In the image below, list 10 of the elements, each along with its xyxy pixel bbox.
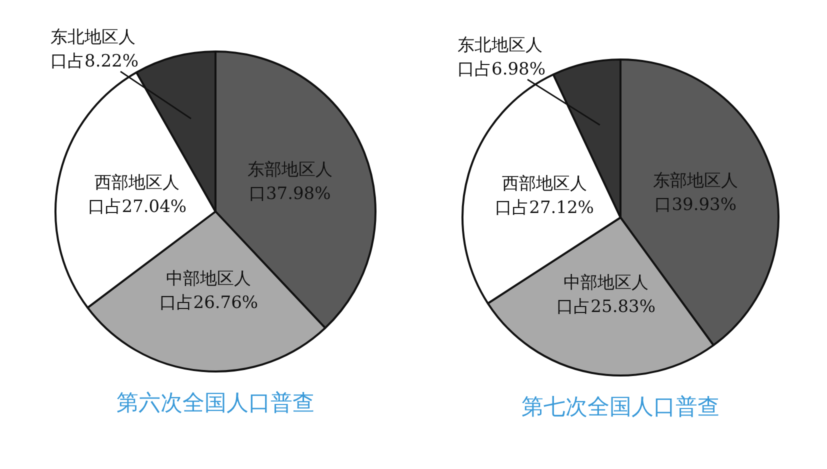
text: 第六次全国人口普查	[116, 391, 314, 416]
text: 第七次全国人口普查	[522, 395, 720, 420]
slice-label: 东北地区人口占6.98%	[458, 36, 546, 80]
slice-label: 东部地区人口37.98%	[247, 160, 332, 204]
slice-label: 中部地区人口占25.83%	[556, 273, 656, 318]
slice-label: 东部地区人口39.93%	[653, 171, 738, 216]
slice-label: 西部地区人口占27.04%	[88, 173, 187, 218]
slice-label: 东北地区人口占8.22%	[50, 28, 139, 72]
slice-label: 中部地区人口占26.76%	[159, 269, 258, 314]
slice-label: 西部地区人口占27.12%	[495, 174, 594, 218]
